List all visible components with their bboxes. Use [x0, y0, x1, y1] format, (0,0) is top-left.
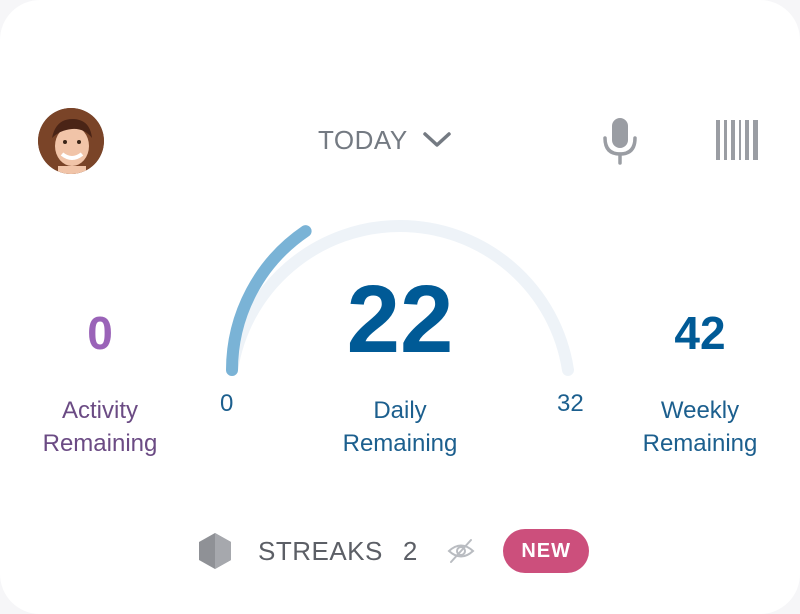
weekly-label-line1: Weekly: [660, 397, 740, 424]
avatar-image: [38, 108, 104, 174]
weekly-remaining-value: 42: [674, 307, 726, 359]
period-selector[interactable]: TODAY: [318, 122, 452, 158]
streaks-row[interactable]: STREAKS 2 NEW: [196, 528, 590, 574]
barcode-icon[interactable]: [716, 120, 758, 160]
streaks-count: 2: [402, 535, 418, 566]
period-label: TODAY: [318, 124, 408, 155]
gauge-max-label: 32: [557, 390, 584, 417]
streaks-label: STREAKS: [258, 535, 383, 566]
weekly-remaining-label: Weekly Remaining: [600, 394, 800, 460]
hexagon-icon: [199, 533, 231, 569]
user-avatar[interactable]: [38, 108, 104, 174]
weekly-label-line2: Remaining: [642, 430, 758, 457]
daily-label-line2: Remaining: [342, 430, 458, 457]
microphone-icon[interactable]: [600, 116, 640, 166]
gauge-min-label: 0: [220, 390, 234, 417]
new-badge: NEW: [503, 529, 590, 573]
daily-remaining-label: Daily Remaining: [300, 394, 500, 460]
activity-remaining-label: Activity Remaining: [0, 394, 200, 460]
activity-remaining-value: 0: [87, 307, 113, 359]
activity-label-line1: Activity: [61, 397, 138, 424]
chevron-down-icon: [422, 132, 451, 147]
gauge-fill: [226, 225, 312, 376]
eye-off-icon[interactable]: [447, 537, 475, 565]
activity-label-line2: Remaining: [42, 430, 158, 457]
daily-remaining-value: 22: [346, 266, 454, 373]
daily-label-line1: Daily: [373, 397, 427, 424]
